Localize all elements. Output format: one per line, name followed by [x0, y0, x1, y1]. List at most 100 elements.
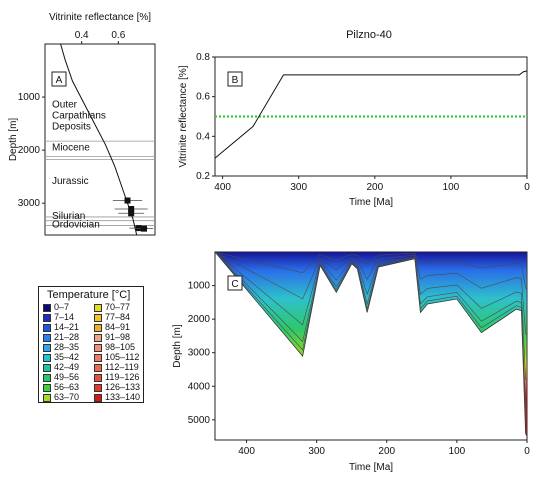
panel-b-label: B	[232, 75, 239, 86]
panel-b-ytick-label: 0.4	[196, 131, 210, 142]
panel-c-label: C	[231, 279, 238, 290]
panel-a-ytick-label: 3000	[18, 198, 41, 209]
legend-swatch	[94, 323, 102, 332]
legend-range-label: 70–77	[105, 302, 131, 312]
panel-b-xtick-label: 200	[366, 182, 383, 193]
panel-a-xtick-label: 0.4	[75, 30, 89, 41]
legend-range-label: 56–63	[54, 382, 80, 392]
panel-c-ytick-label: 5000	[188, 415, 211, 426]
legend-swatch	[43, 333, 51, 342]
legend-range-label: 112–119	[105, 362, 139, 372]
legend-range-label: 28–35	[54, 342, 80, 352]
legend-swatch	[43, 353, 51, 362]
legend-item: 28–35	[43, 342, 79, 352]
legend-range-label: 35–42	[54, 352, 80, 362]
figure-title: Pilzno-40	[346, 29, 392, 41]
panel-a-xlabel: Vitrinite reflectance [%]	[49, 12, 151, 23]
legend-range-label: 98–105	[105, 342, 136, 352]
panel-a-unit-label: Ordovician	[52, 220, 100, 231]
panel-a-measurement	[124, 197, 131, 204]
panel-c-xtick-label: 300	[308, 446, 325, 457]
panel-b-ylabel: Vitrinite reflectance [%]	[178, 65, 189, 167]
panel-a-measurement	[128, 206, 135, 213]
panel-a-measurement	[141, 225, 147, 232]
legend-item: 42–49	[43, 362, 79, 372]
panel-b-ytick-label: 0.2	[196, 171, 210, 182]
legend-item: 77–84	[94, 312, 130, 322]
legend-range-label: 133–140	[105, 392, 141, 402]
panel-b-xtick-label: 0	[524, 182, 530, 193]
legend-item: 14–21	[43, 322, 79, 332]
legend-item: 7–14	[43, 312, 74, 322]
panel-b-label-box	[227, 71, 243, 87]
panel-b-ytick-label: 0.8	[196, 52, 210, 63]
panel-a-xtick-label: 0.6	[111, 30, 125, 41]
panel-a-unit-label: Carpathians	[52, 111, 106, 122]
legend-swatch	[94, 363, 102, 372]
panel-c-ytick-label: 4000	[188, 381, 211, 392]
legend-swatch	[94, 373, 102, 382]
legend-item: 105–112	[94, 352, 139, 362]
panel-c-ytick-label: 1000	[188, 281, 211, 292]
panel-a-measurement	[128, 210, 135, 217]
legend-item: 98–105	[94, 342, 135, 352]
legend-range-label: 91–98	[105, 332, 131, 342]
panel-c-xlabel: Time [Ma]	[349, 462, 393, 473]
panel-a-unit-label: Deposits	[52, 122, 91, 133]
panel-b-ytick-label: 0.6	[196, 92, 210, 103]
legend-item: 84–91	[94, 322, 130, 332]
legend-swatch	[94, 353, 102, 362]
panel-c-label-box	[227, 275, 243, 291]
panel-a-unit-label: Outer	[52, 100, 78, 111]
panel-a-unit-label: Miocene	[52, 143, 90, 154]
legend-swatch	[94, 393, 102, 402]
legend-swatch	[43, 363, 51, 372]
panel-c-layer-boundary	[214, 251, 528, 411]
legend-swatch	[94, 313, 102, 322]
legend-item: 56–63	[43, 382, 79, 392]
legend-range-label: 84–91	[105, 322, 131, 332]
legend-range-label: 7–14	[54, 312, 75, 322]
panel-a-label-box	[51, 71, 67, 87]
legend-swatch	[94, 333, 102, 342]
legend-swatch	[43, 393, 51, 402]
legend-range-label: 119–126	[105, 372, 140, 382]
panel-c-xtick-label: 200	[378, 446, 395, 457]
panel-c-layer-boundary	[214, 251, 528, 336]
panel-c-ytick-label: 3000	[188, 348, 211, 359]
legend-range-label: 126–133	[105, 382, 141, 392]
legend-item: 63–70	[43, 392, 79, 402]
legend-item: 119–126	[94, 372, 139, 382]
panel-c-layer-boundary	[214, 251, 528, 290]
panel-b-xlabel: Time [Ma]	[349, 197, 393, 208]
panel-c-ylabel: Depth [m]	[172, 324, 183, 368]
legend-item: 133–140	[94, 392, 140, 402]
panel-c-burial-area	[214, 251, 528, 437]
legend-swatch	[43, 373, 51, 382]
legend-title: Temperature [°C]	[47, 289, 131, 301]
legend-range-label: 42–49	[54, 362, 80, 372]
panel-c-xtick-label: 400	[238, 446, 255, 457]
legend-range-label: 77–84	[105, 312, 131, 322]
legend-range-label: 0–7	[54, 302, 70, 312]
panel-a-measurement	[135, 225, 142, 232]
panel-b-xtick-label: 300	[290, 182, 307, 193]
panel-c-layer-boundary	[214, 251, 528, 382]
legend-item: 112–119	[94, 362, 139, 372]
panel-a-ytick-label: 1000	[18, 92, 41, 103]
panel-a-unit-label: Silurian	[52, 211, 85, 222]
legend-swatch	[43, 343, 51, 352]
legend-item: 0–7	[43, 302, 69, 312]
legend-swatch	[94, 303, 102, 312]
legend-swatch	[43, 313, 51, 322]
panel-c-xtick-label: 100	[449, 446, 466, 457]
panel-c-layer-boundary	[214, 251, 528, 426]
legend-swatch	[43, 303, 51, 312]
panel-a-ytick-label: 2000	[18, 145, 41, 156]
legend-range-label: 105–112	[105, 352, 140, 362]
legend-range-label: 14–21	[54, 322, 80, 332]
legend-swatch	[94, 343, 102, 352]
legend-range-label: 21–28	[54, 332, 80, 342]
